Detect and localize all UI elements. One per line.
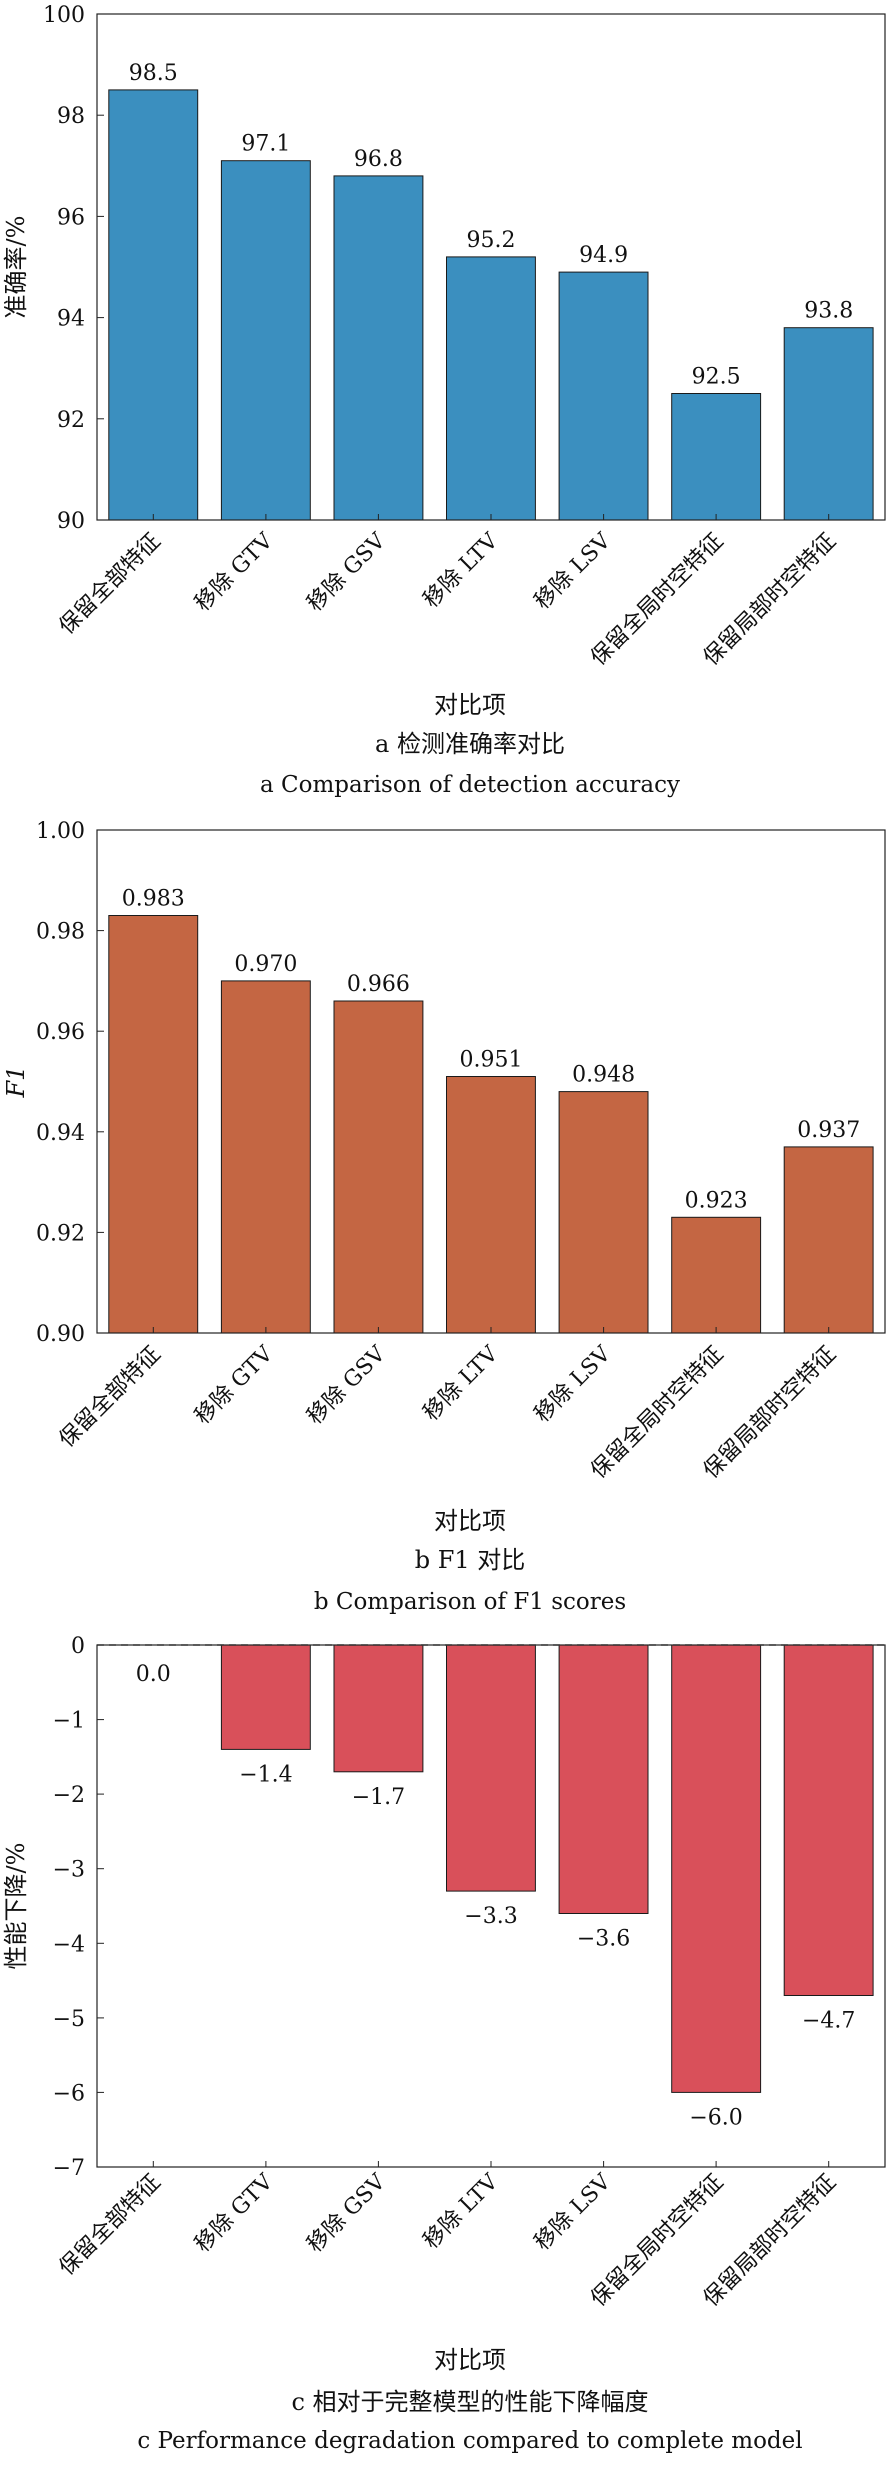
y-tick-label: −2 [53,1783,85,1808]
bar [220,160,311,521]
x-axis-label: 对比项 [434,1507,506,1535]
bar-value-label: 0.0 [136,1662,171,1687]
x-tick-label: 移除 LSV [530,1341,617,1428]
bar [558,1091,649,1334]
x-axis-label: 对比项 [434,2346,506,2374]
x-tick-label: 移除 GSV [303,528,392,617]
caption-cn: a 检测准确率对比 [375,730,565,758]
bar [108,915,199,1334]
y-axis-label: 性能下降/% [2,1843,30,1970]
bar-value-label: 0.966 [347,972,410,997]
bar-value-label: 98.5 [129,61,178,86]
y-tick-label: −6 [53,2081,85,2106]
bar-value-label: −3.3 [464,1904,517,1929]
bar-value-label: 0.951 [460,1048,523,1073]
y-tick-label: −7 [53,2156,85,2181]
y-tick-label: 94 [57,307,85,332]
chart-panel-b: 0.983 保留全部特征 0.970 移除 GTV 0.966 移除 GSV 0.951 移除… [2,819,886,1615]
y-tick-label: −5 [53,2007,85,2032]
y-tick-label: 0.92 [36,1221,85,1246]
bar [333,1644,424,1773]
x-tick-label: 移除 GSV [303,2169,392,2258]
bar [783,1146,874,1334]
y-tick-label: 0.90 [36,1322,85,1347]
bar [108,89,199,521]
x-tick-label: 移除 LTV [419,528,504,613]
bar [333,175,424,521]
y-axis-label: F1 [2,1066,30,1099]
bar-value-label: −6.0 [689,2105,742,2130]
caption-en: b Comparison of F1 scores [314,1589,626,1615]
bar [446,256,536,521]
bar-value-label: 0.983 [122,887,185,912]
y-tick-label: 90 [57,509,85,534]
bar-value-label: 0.923 [685,1188,748,1213]
bar-value-label: 95.2 [467,228,516,253]
bar [333,1000,424,1334]
y-tick-label: 96 [57,205,85,230]
y-axis-label: 准确率/% [2,216,30,319]
x-tick-label: 移除 GTV [190,528,279,617]
plot-frame [96,1644,886,2168]
chart-panel-a: 98.5 保留全部特征 97.1 移除 GTV 96.8 移除 GSV 95.2 移除 LTV… [2,3,886,798]
bar [220,980,311,1334]
caption-en: a Comparison of detection accuracy [260,772,680,798]
bar [783,1644,874,1996]
y-tick-label: 0.96 [36,1020,85,1045]
bar [446,1644,536,1892]
bar-value-label: 0.970 [234,952,297,977]
x-tick-label: 移除 GSV [303,1341,392,1430]
y-tick-label: 0 [71,1634,85,1659]
caption-en: c Performance degradation compared to co… [137,2428,802,2454]
y-tick-label: 98 [57,104,85,129]
y-tick-label: 100 [43,3,85,28]
y-tick-label: −1 [53,1709,85,1734]
x-tick-label: 保留全部特征 [55,529,166,640]
bar-value-label: 96.8 [354,147,403,172]
bar-value-label: 94.9 [579,243,628,268]
bar [558,1644,649,1914]
bar-value-label: −1.7 [352,1785,405,1810]
bar-value-label: 0.948 [572,1063,635,1088]
x-tick-label: 移除 GTV [190,1341,279,1430]
chart-panel-c: 0.0 保留全部特征 −1.4 移除 GTV −1.7 移除 GSV −3.3 移除 LTV −… [2,1634,886,2454]
bar [671,1216,762,1334]
bar-value-label: 97.1 [241,132,290,157]
bar-value-label: 92.5 [692,365,741,390]
y-tick-label: −4 [53,1932,85,1957]
bar [220,1644,311,1750]
x-tick-label: 保留全部特征 [55,2170,166,2281]
bar [671,1644,762,2093]
y-tick-label: 1.00 [36,819,85,844]
x-tick-label: 移除 LSV [530,528,617,615]
caption-cn: b F1 对比 [415,1546,526,1574]
y-tick-label: 0.94 [36,1121,85,1146]
bar-value-label: −1.4 [239,1762,292,1787]
x-axis-label: 对比项 [434,691,506,719]
x-tick-label: 保留全部特征 [55,1342,166,1453]
bar [558,271,649,521]
plot-frame [96,829,886,1334]
plot-frame [96,13,886,521]
x-tick-label: 移除 LSV [530,2169,617,2256]
x-tick-label: 移除 LTV [419,2169,504,2254]
bar-value-label: 0.937 [797,1118,860,1143]
bar [446,1076,536,1334]
bar-value-label: −4.7 [802,2009,855,2034]
bar [671,393,762,521]
caption-cn: c 相对于完整模型的性能下降幅度 [291,2388,648,2416]
bar-value-label: −3.6 [577,1927,630,1952]
bar [783,327,874,521]
y-tick-label: 92 [57,408,85,433]
x-tick-label: 移除 LTV [419,1341,504,1426]
y-tick-label: 0.98 [36,920,85,945]
x-tick-label: 移除 GTV [190,2169,279,2258]
bar-value-label: 93.8 [804,299,853,324]
y-tick-label: −3 [53,1858,85,1883]
